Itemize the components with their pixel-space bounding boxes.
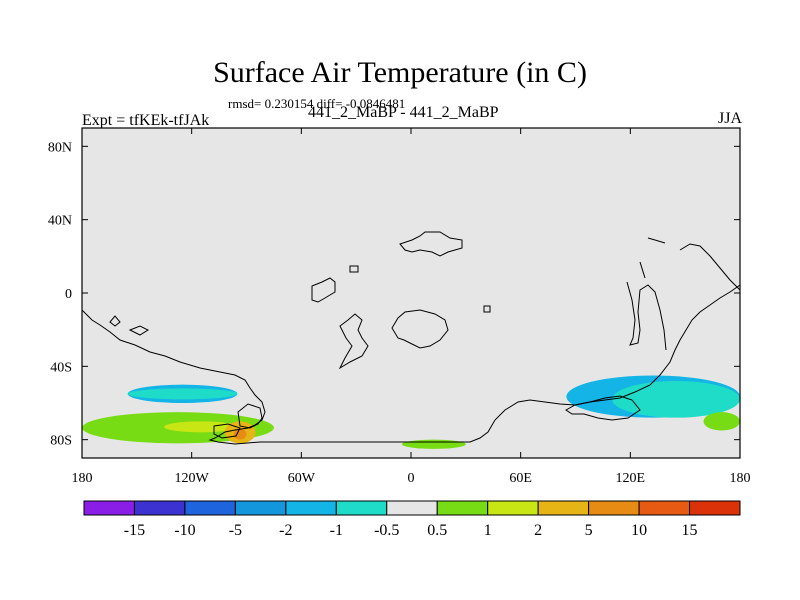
colorbar-bin-9 <box>537 500 590 516</box>
colorbar: -15 -10 -5 -2 -1 -0.5 0.5 1 2 5 10 15 <box>83 500 741 539</box>
colorbar-label-2: -5 <box>229 522 242 539</box>
coastline-4 <box>679 243 740 291</box>
anomaly-region-5 <box>401 439 466 449</box>
coastlines <box>82 231 740 445</box>
y-tick-label-2: 0 <box>65 287 72 302</box>
coastline-8 <box>338 313 369 370</box>
coastline-3 <box>647 237 666 244</box>
coastline-15 <box>565 395 641 421</box>
colorbar-bin-3 <box>234 500 287 516</box>
y-tick-label-0: 80N <box>48 140 72 155</box>
colorbar-label-1: -10 <box>174 522 195 539</box>
coastline-0 <box>82 284 740 445</box>
x-tick-label-0: 180 <box>72 471 93 486</box>
colorbar-bin-8 <box>487 500 539 516</box>
stats-label: rmsd= 0.230154 diff= -0.0846481 <box>228 96 406 111</box>
coastline-13 <box>237 403 263 429</box>
colorbar-bin-7 <box>436 500 489 516</box>
coastline-14 <box>213 423 241 439</box>
axes: 180 120W 60W 0 60E 120E 180 80N 40N 0 40S 80S <box>48 128 751 486</box>
y-tick-label-3: 40S <box>50 360 72 375</box>
colorbar-label-4: -1 <box>330 522 343 539</box>
coastline-6 <box>349 265 359 273</box>
coastline-12 <box>483 305 491 313</box>
anomaly-region-7 <box>164 421 238 433</box>
coastline-5 <box>311 277 336 303</box>
x-tick-label-6: 180 <box>730 471 751 486</box>
colorbar-label-7: 1 <box>484 522 492 539</box>
coastline-7 <box>399 231 463 257</box>
coastline-11 <box>128 325 150 336</box>
x-tick-label-1: 120W <box>175 471 210 486</box>
x-tick-label-4: 60E <box>509 471 532 486</box>
colorbar-label-3: -2 <box>279 522 292 539</box>
case-label: 441_2_MaBP - 441_2_MaBP <box>308 104 499 121</box>
colorbar-label-6: 0.5 <box>427 522 447 539</box>
colorbar-bin-12 <box>689 500 741 516</box>
chart-title: Surface Air Temperature (in C) <box>213 56 587 89</box>
experiment-label: Expt = tfKEk-tfJAk <box>82 112 210 129</box>
coastline-9 <box>391 309 449 349</box>
colorbar-bin-11 <box>638 500 691 516</box>
anomaly-region-1 <box>127 388 238 400</box>
anomaly-regions <box>82 375 740 449</box>
coastline-10 <box>109 315 121 327</box>
colorbar-label-5: -0.5 <box>374 522 399 539</box>
colorbar-label-11: 15 <box>682 522 698 539</box>
x-tick-label-3: 0 <box>408 471 415 486</box>
colorbar-label-0: -15 <box>124 522 145 539</box>
anomaly-region-9 <box>233 428 247 440</box>
anomaly-region-3 <box>612 381 740 418</box>
colorbar-bin-6 <box>386 500 438 516</box>
colorbar-bin-1 <box>133 500 186 516</box>
colorbar-label-10: 10 <box>631 522 647 539</box>
y-tick-label-1: 40N <box>48 214 72 229</box>
colorbar-bin-2 <box>184 500 236 516</box>
coastline-2 <box>639 261 646 279</box>
y-tick-label-4: 80S <box>50 434 72 449</box>
colorbar-bin-10 <box>588 500 640 516</box>
x-tick-label-5: 120E <box>616 471 646 486</box>
colorbar-bin-0 <box>83 500 135 516</box>
colorbar-bin-5 <box>335 500 388 516</box>
x-tick-label-2: 60W <box>288 471 316 486</box>
colorbar-bin-4 <box>285 500 337 516</box>
coastline-1 <box>626 281 667 351</box>
colorbar-label-8: 2 <box>534 522 542 539</box>
season-label: JJA <box>717 110 742 127</box>
anomaly-region-6 <box>703 412 740 431</box>
colorbar-label-9: 5 <box>585 522 593 539</box>
